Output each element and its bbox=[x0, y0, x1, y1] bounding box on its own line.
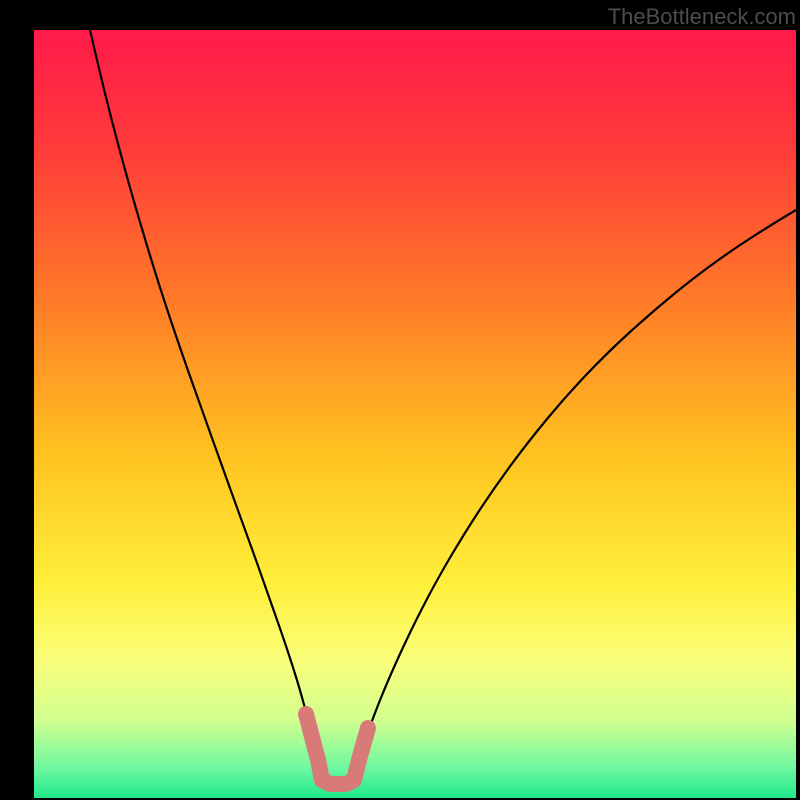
plot-area bbox=[34, 30, 796, 798]
right-curve bbox=[352, 210, 796, 782]
curve-layer bbox=[34, 30, 796, 798]
left-curve bbox=[90, 30, 322, 782]
watermark-text: TheBottleneck.com bbox=[608, 4, 796, 30]
valley-highlight bbox=[306, 714, 368, 784]
